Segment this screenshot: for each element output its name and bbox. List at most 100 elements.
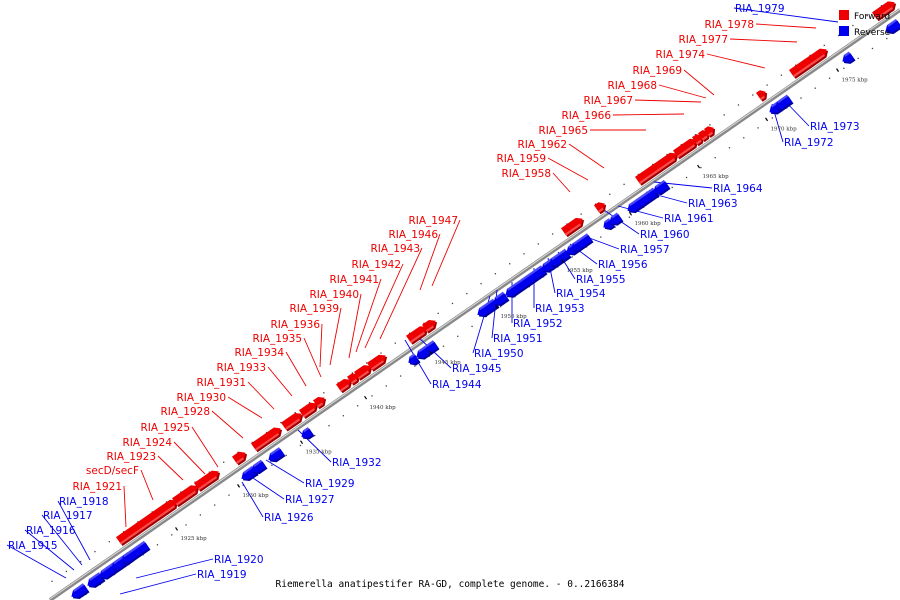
scale-dot bbox=[342, 415, 345, 417]
forward-gene-label: RIA_1966 bbox=[561, 110, 611, 122]
reverse-gene-label: RIA_1956 bbox=[598, 259, 648, 271]
label-leader bbox=[157, 455, 184, 481]
reverse-gene-arrow bbox=[477, 298, 500, 318]
forward-gene-label: RIA_1933 bbox=[216, 362, 266, 374]
scale-dot bbox=[151, 511, 153, 513]
scale-dot bbox=[280, 421, 282, 424]
label-leader bbox=[379, 247, 423, 340]
scale-dot bbox=[743, 137, 745, 139]
reverse-gene-arrow bbox=[121, 540, 151, 565]
scale-dot bbox=[628, 216, 631, 218]
label-leader bbox=[552, 172, 571, 193]
scale-dot bbox=[466, 292, 468, 295]
reverse-gene-arrow bbox=[603, 218, 616, 231]
scale-dot bbox=[199, 514, 202, 516]
scale-dot bbox=[414, 365, 416, 367]
reverse-gene-label: RIA_1926 bbox=[264, 512, 314, 524]
scale-dot bbox=[666, 153, 668, 156]
scale-dot bbox=[251, 441, 253, 444]
reverse-gene-label: RIA_1953 bbox=[535, 303, 585, 315]
label-leader bbox=[612, 113, 685, 116]
scale-dot bbox=[823, 44, 825, 47]
forward-gene-arrow bbox=[406, 326, 429, 345]
forward-gene-label: RIA_1935 bbox=[252, 333, 302, 345]
reverse-gene-arrow bbox=[885, 19, 900, 34]
forward-gene-label: RIA_1977 bbox=[678, 34, 728, 46]
forward-gene-label: RIA_1959 bbox=[496, 153, 546, 165]
label-leader bbox=[191, 426, 219, 468]
scale-label: 1950 kbp bbox=[501, 314, 528, 320]
reverse-gene-label: RIA_1955 bbox=[576, 274, 626, 286]
scale-dot bbox=[780, 74, 783, 76]
reverse-gene-arrow bbox=[609, 212, 624, 226]
scale-dot bbox=[294, 411, 296, 414]
reverse-gene-arrow bbox=[505, 265, 548, 298]
scale-dot bbox=[323, 392, 325, 394]
scale-dot bbox=[437, 312, 439, 315]
scale-dot bbox=[223, 461, 225, 463]
reverse-gene-label: RIA_1952 bbox=[513, 318, 563, 330]
scale-dot bbox=[886, 37, 888, 40]
reverse-gene-label: RIA_1950 bbox=[474, 348, 524, 360]
scale-dot bbox=[371, 395, 373, 397]
label-leader bbox=[123, 485, 127, 528]
scale-dot bbox=[571, 256, 573, 258]
forward-gene-arrow bbox=[789, 58, 815, 79]
scale-dot bbox=[852, 24, 854, 27]
reverse-gene-arrow bbox=[408, 353, 421, 366]
forward-gene-arrow bbox=[704, 126, 716, 138]
label-leader bbox=[568, 143, 605, 169]
scale-dot bbox=[594, 203, 597, 205]
scale-tick bbox=[495, 304, 499, 309]
scale-label: 1930 kbp bbox=[243, 493, 270, 499]
forward-gene-arrow bbox=[172, 485, 200, 508]
scale-dot bbox=[837, 34, 840, 37]
forward-gene-label: RIA_1925 bbox=[140, 422, 190, 434]
scale-dot bbox=[385, 385, 387, 387]
scale-tick bbox=[697, 164, 701, 169]
genome-backbone bbox=[48, 8, 900, 600]
label-leader bbox=[119, 573, 197, 595]
scale-dot bbox=[408, 332, 411, 334]
forward-gene-label: RIA_1969 bbox=[632, 65, 682, 77]
forward-gene-label: RIA_1941 bbox=[329, 274, 379, 286]
scale-dot bbox=[880, 5, 883, 7]
reverse-gene-label: RIA_1960 bbox=[640, 229, 690, 241]
genome-backbone-highlight bbox=[49, 8, 900, 600]
reverse-gene-label: RIA_1917 bbox=[43, 510, 93, 522]
scale-dot bbox=[523, 253, 525, 255]
scale-dot bbox=[80, 560, 82, 563]
scale-dot bbox=[480, 282, 482, 285]
reverse-gene-arrow bbox=[268, 447, 286, 463]
scale-dot bbox=[737, 104, 740, 106]
forward-gene-label: RIA_1967 bbox=[583, 95, 633, 107]
scale-dot bbox=[242, 484, 244, 486]
reverse-gene-label: RIA_1957 bbox=[620, 244, 670, 256]
scale-dot bbox=[357, 405, 359, 407]
scale-label: 1975 kbp bbox=[842, 77, 869, 83]
scale-label: 1940 kbp bbox=[370, 405, 397, 411]
label-leader bbox=[227, 396, 263, 419]
forward-gene-arrow bbox=[251, 427, 283, 453]
reverse-gene-label: RIA_1932 bbox=[332, 457, 382, 469]
forward-gene-arrow bbox=[354, 365, 373, 381]
label-leader bbox=[173, 441, 206, 475]
scale-dot bbox=[795, 64, 797, 66]
reverse-gene-arrow bbox=[301, 427, 315, 440]
label-leader bbox=[755, 23, 817, 29]
label-leader bbox=[658, 84, 707, 99]
forward-gene-label: RIA_1930 bbox=[176, 392, 226, 404]
forward-gene-label: RIA_1968 bbox=[607, 80, 657, 92]
scale-label: 1925 kbp bbox=[181, 536, 208, 542]
forward-gene-label: RIA_1931 bbox=[196, 377, 246, 389]
scale-label: 1935 kbp bbox=[306, 449, 333, 455]
scale-dot bbox=[137, 521, 139, 523]
scale-dot bbox=[94, 550, 96, 553]
reverse-gene-label: RIA_1915 bbox=[8, 540, 58, 552]
legend-forward-swatch bbox=[839, 10, 849, 20]
scale-tick bbox=[175, 527, 179, 531]
scale-dot bbox=[442, 345, 445, 347]
reverse-gene-label: RIA_1963 bbox=[688, 198, 738, 210]
label-leader bbox=[319, 323, 323, 368]
scale-dot bbox=[165, 501, 168, 503]
